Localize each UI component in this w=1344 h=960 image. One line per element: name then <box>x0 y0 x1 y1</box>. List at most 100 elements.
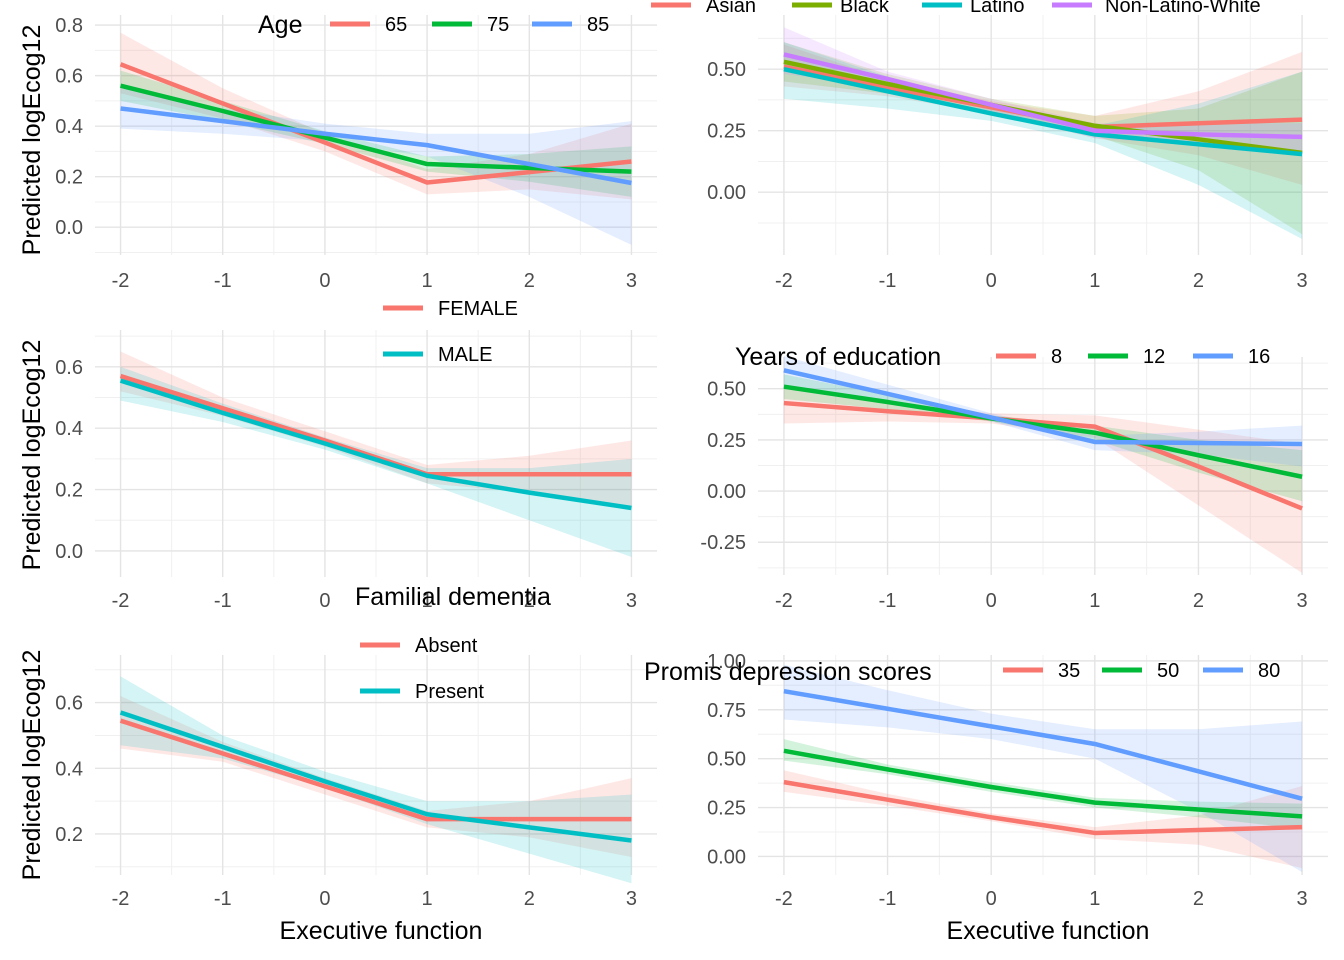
y-tick-label: 1.00 <box>707 651 746 673</box>
confidence-band-16 <box>783 355 1303 467</box>
x-tick-label: -1 <box>879 270 897 292</box>
x-tick-label: -1 <box>879 888 897 910</box>
confidence-band-85 <box>120 88 632 245</box>
confidence-band-80 <box>783 664 1303 873</box>
x-tick-label: 0 <box>986 888 997 910</box>
y-tick-label: 0.00 <box>707 182 746 204</box>
series-line-MALE <box>119 378 632 511</box>
panel-6: -2 -1 0 1 2 3 0.00 0.25 0.50 0.75 1.00 Executive fu… <box>644 651 1328 945</box>
legend-label-35: 35 <box>1058 660 1080 682</box>
x-tick-label: 3 <box>626 270 637 292</box>
legend-label-Latino: Latino <box>970 0 1025 17</box>
y-tick-label: 0.50 <box>707 379 746 401</box>
series-line-Latino <box>783 66 1303 157</box>
x-tick-label: -1 <box>879 590 897 612</box>
legend-label-75: 75 <box>487 14 509 36</box>
x-tick-label: 0 <box>986 590 997 612</box>
y-tick-label: 0.2 <box>55 480 83 502</box>
x-tick-label: -2 <box>775 590 793 612</box>
panel-1: -2 -1 0 1 2 3 0.0 0.2 0.4 0.6 0.8 Predicted logEcog… <box>18 11 657 292</box>
y-tick-label: 0.6 <box>55 357 83 379</box>
confidence-band-Absent <box>120 696 632 857</box>
x-tick-label: -2 <box>112 888 130 910</box>
y-axis-label: Predicted logEcog12 <box>18 650 46 881</box>
grid <box>95 330 657 577</box>
x-tick-label: 1 <box>422 888 433 910</box>
series-line-50 <box>783 748 1303 819</box>
x-tick-label: 2 <box>1193 590 1204 612</box>
legend-label-8: 8 <box>1051 346 1062 368</box>
panel-5: -2 -1 0 1 2 3 0.2 0.4 0.6 Predicted logEcog12 Exec… <box>18 583 657 945</box>
legend-label-Absent: Absent <box>415 635 478 657</box>
confidence-band-8 <box>783 384 1303 573</box>
legend-title: Years of education <box>735 343 941 371</box>
x-tick-label: 2 <box>524 270 535 292</box>
series-line-Black <box>783 59 1303 156</box>
legend-label-Asian: Asian <box>706 0 756 17</box>
y-tick-label: 0.75 <box>707 700 746 722</box>
y-tick-label: 0.2 <box>55 167 83 189</box>
y-tick-label: 0.25 <box>707 798 746 820</box>
x-tick-label: 0 <box>319 888 330 910</box>
x-tick-label: -1 <box>214 590 232 612</box>
x-tick-label: 1 <box>422 270 433 292</box>
legend: FEMALE MALE <box>383 298 518 366</box>
series-line-Present <box>119 710 632 843</box>
x-tick-label: 3 <box>1297 270 1308 292</box>
legend: Familial dementia Absent Present <box>355 583 551 703</box>
x-tick-label: 3 <box>626 590 637 612</box>
y-axis-label: Predicted logEcog12 <box>18 340 46 571</box>
panel-3: -2 -1 0 1 2 3 0.0 0.2 0.4 0.6 Predicted logEcog12 F… <box>18 298 657 612</box>
y-tick-label: -0.25 <box>700 532 746 554</box>
legend: Asian Black Latino Non-Latino-White <box>651 0 1261 17</box>
legend-label-80: 80 <box>1258 660 1280 682</box>
legend-label-65: 65 <box>385 14 407 36</box>
y-tick-label: 0.4 <box>55 758 83 780</box>
series-line-16 <box>783 368 1303 447</box>
legend-label-12: 12 <box>1143 346 1165 368</box>
x-tick-label: 1 <box>1089 888 1100 910</box>
legend: Promis depression scores 35 50 80 <box>644 658 1280 686</box>
y-tick-label: 0.0 <box>55 217 83 239</box>
y-tick-label: 0.50 <box>707 59 746 81</box>
legend-label-FEMALE: FEMALE <box>438 298 518 320</box>
y-tick-label: 0.8 <box>55 15 83 37</box>
x-tick-label: 1 <box>1089 590 1100 612</box>
x-tick-label: -1 <box>214 270 232 292</box>
y-tick-label: 0.4 <box>55 418 83 440</box>
x-tick-label: 2 <box>524 590 535 612</box>
panel-2: -2 -1 0 1 2 3 0.00 0.25 0.50 Asian Black Latino Non-… <box>651 0 1328 292</box>
x-tick-label: -1 <box>214 888 232 910</box>
series-line-12 <box>783 384 1303 479</box>
grid <box>758 655 1328 875</box>
x-tick-label: 3 <box>626 888 637 910</box>
y-tick-label: 0.6 <box>55 693 83 715</box>
y-tick-label: 0.00 <box>707 481 746 503</box>
series-line-80 <box>783 688 1303 801</box>
grid <box>758 357 1328 575</box>
x-axis-label: Executive function <box>947 917 1150 945</box>
y-tick-label: 0.25 <box>707 430 746 452</box>
y-tick-label: 0.25 <box>707 121 746 143</box>
y-tick-label: 0.2 <box>55 824 83 846</box>
legend-label-Present: Present <box>415 681 484 703</box>
series-line-Non-Latino-White <box>783 52 1303 140</box>
x-axis-label: Executive function <box>280 917 483 945</box>
x-tick-label: 1 <box>422 590 433 612</box>
y-tick-label: 0.0 <box>55 541 83 563</box>
x-tick-label: -2 <box>775 888 793 910</box>
y-tick-label: 0.4 <box>55 116 83 138</box>
x-tick-label: 0 <box>319 590 330 612</box>
series-line-85 <box>120 106 632 186</box>
x-tick-label: -2 <box>112 590 130 612</box>
x-tick-label: -2 <box>775 270 793 292</box>
y-tick-label: 0.50 <box>707 749 746 771</box>
legend-title: Familial dementia <box>355 583 551 611</box>
series-line-8 <box>783 400 1303 511</box>
legend-label-50: 50 <box>1157 660 1179 682</box>
legend-title: Age <box>258 11 302 39</box>
y-tick-label: 0.6 <box>55 66 83 88</box>
confidence-band-Non-Latino-White <box>783 27 1303 151</box>
